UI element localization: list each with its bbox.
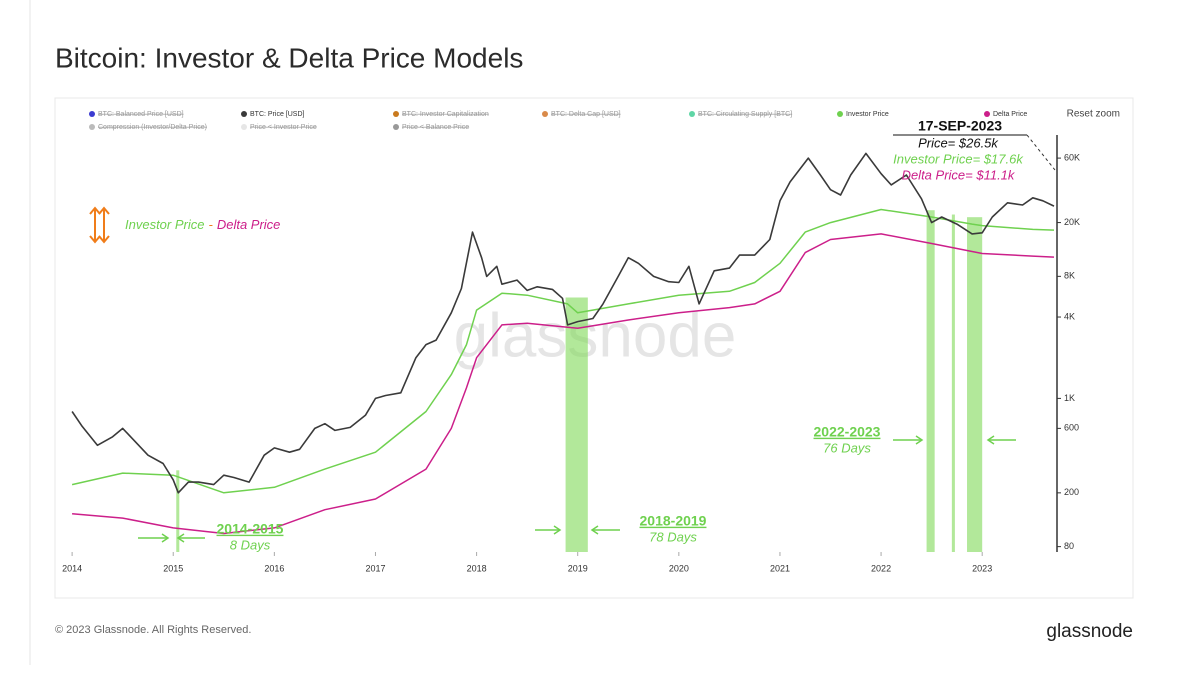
annotation-days: 78 Days [649, 529, 697, 544]
annotation-period: 2022-2023 [814, 424, 881, 440]
legend-item[interactable] [86, 121, 98, 133]
legend-item[interactable] [539, 108, 551, 120]
legend-label: Delta Price [993, 111, 1027, 118]
plot: glassnode 80 200 600 1K 4K 8K 20K 60K 2014 2015 201… [62, 135, 1080, 573]
compression-band [565, 297, 588, 552]
legend-swatch [89, 111, 95, 117]
legend-label: Price < Investor Price [250, 124, 317, 131]
compression-band [926, 210, 935, 552]
legend-item[interactable] [390, 121, 402, 133]
y-tick-label: 1K [1064, 393, 1075, 403]
reset-zoom[interactable]: Reset zoom [1067, 109, 1120, 120]
x-tick-label: 2021 [770, 563, 790, 573]
x-tick-label: 2016 [264, 563, 284, 573]
tooltip-investor: Investor Price= $17.6k [893, 151, 1024, 166]
annotation-arrowhead [176, 533, 185, 543]
y-tick-label: 20K [1064, 217, 1080, 227]
legend-label: BTC: Delta Cap [USD] [551, 111, 621, 118]
chart-title: Bitcoin: Investor & Delta Price Models [55, 42, 523, 73]
legend-swatch [241, 124, 247, 130]
y-tick-label: 8K [1064, 271, 1075, 281]
x-tick-label: 2019 [568, 563, 588, 573]
y-tick-label: 4K [1064, 311, 1075, 321]
watermark: glassnode [454, 301, 737, 370]
legend-swatch [393, 111, 399, 117]
x-tick-label: 2022 [871, 563, 891, 573]
annotation-period: 2014-2015 [217, 521, 284, 537]
legend-item[interactable] [238, 121, 250, 133]
x-tick-label: 2023 [972, 563, 992, 573]
x-tick-label: 2014 [62, 563, 82, 573]
legend-item[interactable] [834, 108, 846, 120]
note: Investor Price - Delta Price [125, 217, 280, 232]
annotation-arrowhead [986, 435, 995, 445]
legend-label: BTC: Investor Capitalization [402, 111, 489, 118]
legend-label: BTC: Price [USD] [250, 111, 305, 118]
legend-swatch [984, 111, 990, 117]
legend-item[interactable] [686, 108, 698, 120]
annotation-arrowhead [590, 525, 599, 535]
legend-item[interactable] [981, 108, 993, 120]
legend-label: Compression (Investor/Delta Price) [98, 124, 207, 131]
annotation-arrowhead [915, 435, 924, 445]
legend-swatch [393, 124, 399, 130]
legend-item[interactable] [86, 108, 98, 120]
tooltip: 17-SEP-2023 Price= $26.5k Investor Price… [893, 118, 1056, 182]
tooltip-date: 17-SEP-2023 [918, 118, 1002, 134]
legend-item[interactable] [238, 108, 250, 120]
compression-band [176, 470, 180, 552]
compression-band [951, 214, 955, 552]
legend-swatch [542, 111, 548, 117]
series-line [72, 233, 1055, 535]
series-line [71, 208, 1055, 494]
note-sep: - [208, 217, 213, 232]
series-line [71, 152, 1055, 494]
y-tick-label: 200 [1064, 487, 1079, 497]
annotation-period: 2018-2019 [640, 513, 707, 529]
legend-swatch [689, 111, 695, 117]
note-investor: Investor Price [125, 217, 204, 232]
note-icon [89, 206, 110, 244]
x-tick-label: 2015 [163, 563, 183, 573]
brand: glassnode [1046, 621, 1133, 642]
compression-band [967, 217, 983, 552]
legend-label: Investor Price [846, 111, 889, 118]
legend-label: BTC: Circulating Supply [BTC] [698, 111, 792, 118]
annotation-days: 76 Days [823, 440, 871, 455]
x-tick-label: 2020 [669, 563, 689, 573]
tooltip-price: Price= $26.5k [918, 135, 999, 150]
x-tick-label: 2017 [365, 563, 385, 573]
note-delta: Delta Price [217, 217, 281, 232]
y-tick-label: 600 [1064, 423, 1079, 433]
legend-swatch [241, 111, 247, 117]
copyright: © 2023 Glassnode. All Rights Reserved. [55, 624, 251, 636]
y-tick-label: 60K [1064, 152, 1080, 162]
annotation-arrowhead [161, 533, 170, 543]
legend-swatch [89, 124, 95, 130]
y-tick-label: 80 [1064, 541, 1074, 551]
legend-label: Price < Balance Price [402, 124, 469, 131]
tooltip-delta: Delta Price= $11.1k [902, 167, 1016, 182]
legend-swatch [837, 111, 843, 117]
annotation-days: 8 Days [230, 537, 271, 552]
x-tick-label: 2018 [467, 563, 487, 573]
annotation-arrowhead [553, 525, 562, 535]
legend-item[interactable] [390, 108, 402, 120]
legend-label: BTC: Balanced Price [USD] [98, 111, 184, 118]
